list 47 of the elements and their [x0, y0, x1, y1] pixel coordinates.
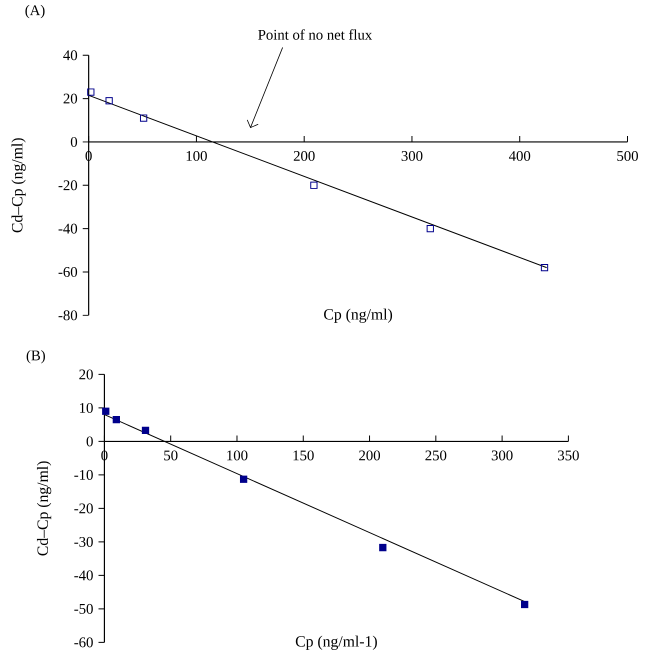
y-tick-label: 20 [63, 94, 77, 104]
y-tick-label: -20 [74, 503, 93, 514]
x-tick-label: 150 [293, 450, 314, 460]
chart-title: (A) [25, 4, 44, 18]
y-tick-label: 0 [86, 436, 93, 446]
y-tick-label: 0 [70, 136, 77, 147]
text: Point of no net flux [258, 29, 372, 40]
y-tick-label: 40 [63, 50, 77, 60]
point [240, 476, 248, 483]
y-tick-label: -40 [58, 224, 77, 234]
y-axis-title: Cd–Cp (ng/ml) [11, 138, 26, 232]
point [142, 426, 150, 434]
point [540, 264, 548, 272]
x-tick-label: 350 [558, 450, 579, 460]
y-axis-title: Cd–Cp (ng/ml) [36, 461, 52, 556]
y-tick-label: -40 [74, 570, 93, 580]
x-tick-label: 300 [402, 150, 422, 161]
x-tick-label: 500 [617, 150, 638, 161]
y-tick-label: 10 [80, 402, 93, 413]
chart-title: (B) [26, 350, 45, 364]
y-tick-label: 20 [79, 369, 93, 380]
x-tick-label: 300 [492, 450, 512, 460]
point [87, 88, 94, 96]
x-tick-label: 100 [227, 450, 248, 460]
x-tick-label: 200 [294, 150, 315, 161]
x-tick-label: 100 [186, 150, 207, 161]
point [105, 97, 113, 104]
y-tick-label: -60 [74, 637, 93, 648]
x-tick-label: 50 [164, 450, 178, 460]
y-tick-label: -80 [58, 310, 77, 320]
y-tick-label: -10 [74, 470, 93, 480]
x-tick-label: 250 [425, 450, 446, 460]
x-tick-label: 200 [359, 450, 380, 460]
x-axis-title: Cp (ng/ml) [324, 308, 392, 323]
y-tick-label: -20 [58, 180, 77, 190]
x-tick-label: 400 [508, 150, 530, 161]
point [102, 408, 110, 415]
x-axis-title: Cp (ng/ml-1) [296, 636, 377, 650]
point [310, 182, 318, 189]
y-tick-label: -30 [74, 536, 93, 547]
point [520, 600, 528, 608]
y-tick-label: -60 [58, 267, 77, 277]
point [112, 416, 120, 424]
point [140, 114, 148, 122]
point [379, 544, 386, 552]
y-tick-label: -50 [74, 604, 93, 614]
point [426, 224, 434, 232]
